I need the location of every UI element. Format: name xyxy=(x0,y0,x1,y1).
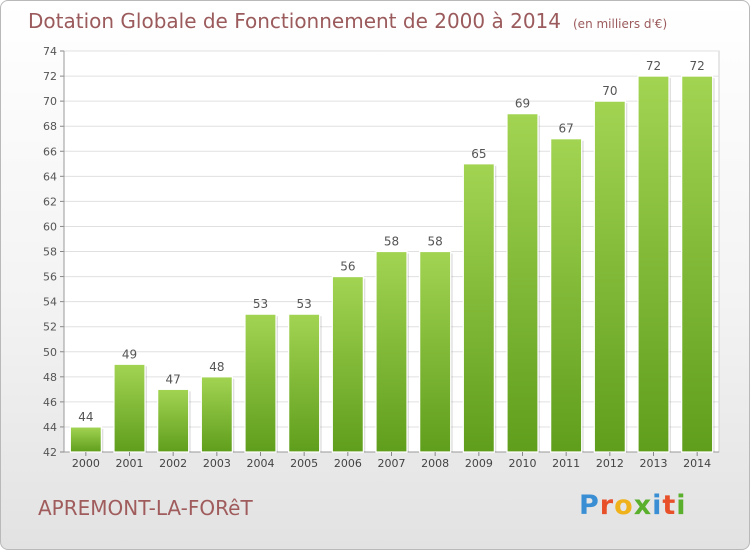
y-tick-label: 48 xyxy=(43,371,57,384)
logo-letter: P xyxy=(579,490,600,521)
x-tick-label: 2007 xyxy=(378,457,406,470)
y-tick-label: 60 xyxy=(43,220,57,233)
y-tick-label: 68 xyxy=(43,120,57,133)
bar xyxy=(375,250,408,453)
y-tick-label: 56 xyxy=(43,271,57,284)
bar xyxy=(69,426,102,453)
bar xyxy=(200,376,233,453)
data-label: 47 xyxy=(166,372,181,386)
data-label: 44 xyxy=(78,410,93,424)
x-tick-label: 2014 xyxy=(683,457,711,470)
y-tick-label: 62 xyxy=(43,195,57,208)
y-tick-label: 70 xyxy=(43,95,57,108)
data-label: 72 xyxy=(690,59,705,73)
y-tick-label: 58 xyxy=(43,246,57,259)
logo-letter: i xyxy=(652,490,663,521)
data-label: 72 xyxy=(646,59,661,73)
bar xyxy=(331,275,364,453)
logo-letter: t xyxy=(662,490,677,521)
logo-letter: x xyxy=(633,490,653,521)
logo-letter: r xyxy=(599,490,615,521)
x-tick-label: 2006 xyxy=(334,457,362,470)
bar xyxy=(244,313,277,453)
data-label: 58 xyxy=(428,235,443,249)
data-label: 67 xyxy=(559,122,574,136)
title-text: Dotation Globale de Fonctionnement de 20… xyxy=(28,9,561,33)
data-label: 49 xyxy=(122,347,137,361)
data-label: 53 xyxy=(297,297,312,311)
x-tick-label: 2004 xyxy=(247,457,275,470)
bar xyxy=(593,100,626,453)
x-tick-label: 2002 xyxy=(159,457,187,470)
bar xyxy=(550,138,583,453)
chart-title: Dotation Globale de Fonctionnement de 20… xyxy=(28,9,667,33)
y-tick-label: 50 xyxy=(43,346,57,359)
x-tick-label: 2008 xyxy=(421,457,449,470)
x-tick-label: 2013 xyxy=(640,457,668,470)
logo-letter: o xyxy=(614,490,634,521)
y-tick-label: 44 xyxy=(43,421,57,434)
y-tick-label: 52 xyxy=(43,321,57,334)
y-tick-label: 64 xyxy=(43,170,57,183)
bar xyxy=(462,163,495,453)
bar xyxy=(157,388,190,453)
data-label: 56 xyxy=(340,260,355,274)
x-tick-label: 2009 xyxy=(465,457,493,470)
y-tick-label: 66 xyxy=(43,145,57,158)
data-label: 70 xyxy=(602,84,617,98)
x-tick-label: 2003 xyxy=(203,457,231,470)
bar xyxy=(288,313,321,453)
bar xyxy=(681,75,714,453)
bar xyxy=(637,75,670,453)
data-label: 48 xyxy=(209,360,224,374)
y-tick-label: 72 xyxy=(43,70,57,83)
x-tick-label: 2012 xyxy=(596,457,624,470)
x-tick-label: 2011 xyxy=(552,457,580,470)
y-tick-label: 42 xyxy=(43,446,57,459)
bar xyxy=(419,250,452,453)
proxiti-logo: Proxiti xyxy=(579,490,687,521)
y-tick-label: 46 xyxy=(43,396,57,409)
data-label: 53 xyxy=(253,297,268,311)
y-tick-label: 74 xyxy=(43,45,57,58)
data-label: 69 xyxy=(515,97,530,111)
data-label: 65 xyxy=(471,147,486,161)
x-tick-label: 2000 xyxy=(72,457,100,470)
x-tick-label: 2001 xyxy=(116,457,144,470)
bar xyxy=(506,113,539,453)
x-tick-label: 2010 xyxy=(509,457,537,470)
bar xyxy=(113,363,146,453)
logo-letter: i xyxy=(676,490,687,521)
x-tick-label: 2005 xyxy=(290,457,318,470)
title-unit: (en milliers d'€) xyxy=(573,17,668,31)
y-tick-label: 54 xyxy=(43,296,57,309)
town-name: APREMONT-LA-FORêT xyxy=(38,496,253,520)
data-label: 58 xyxy=(384,235,399,249)
